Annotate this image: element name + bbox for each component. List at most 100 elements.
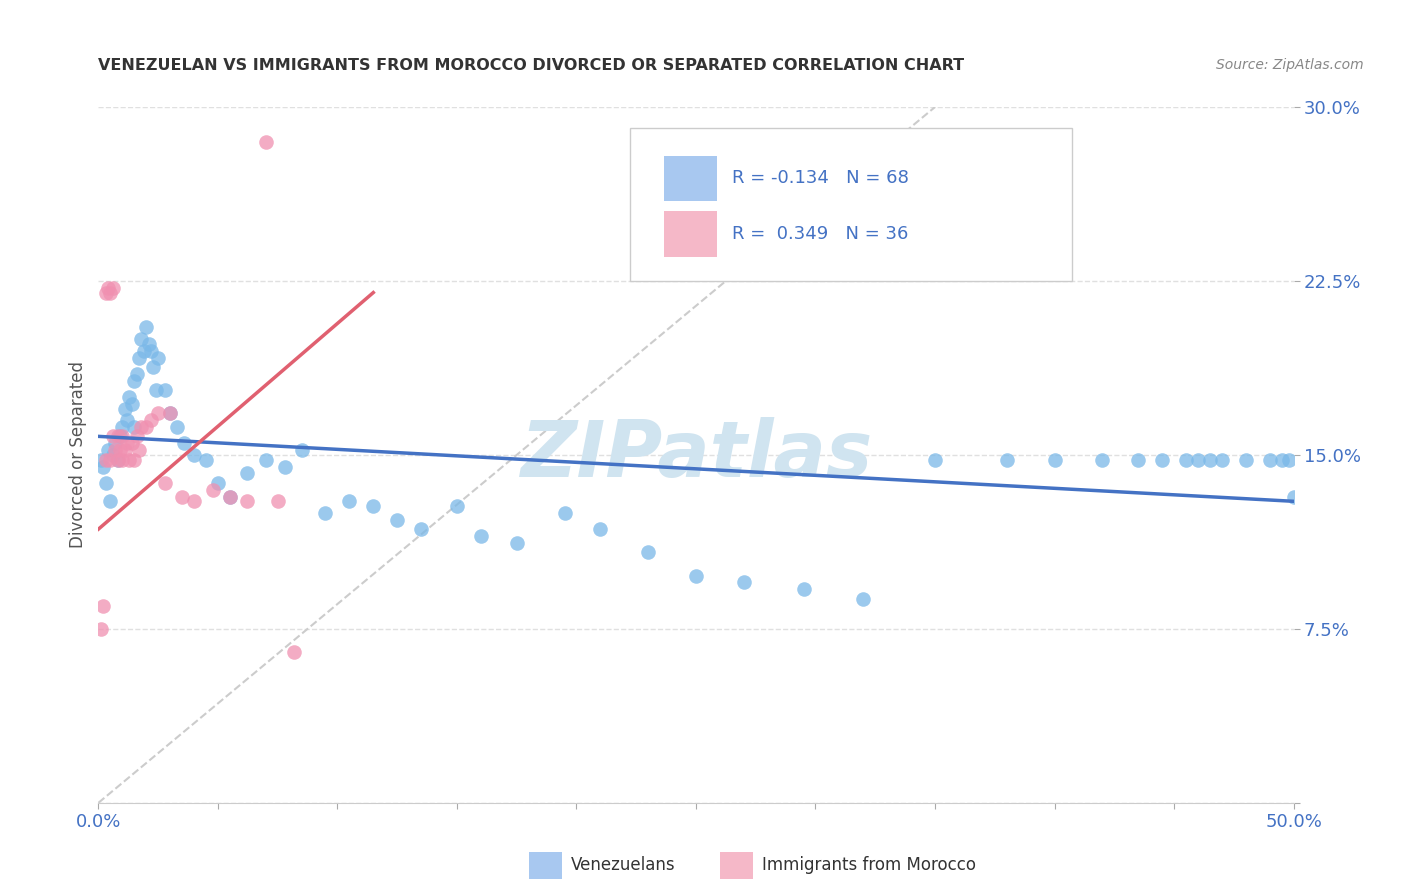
Point [274,459,297,474]
Point [115,436,138,450]
Point [554,506,576,520]
Point [124,374,146,388]
Point [94,452,117,467]
Point [202,483,225,497]
Point [733,575,755,590]
Point [101,429,124,443]
Point [128,443,150,458]
Point [94,475,117,490]
Point [145,383,167,397]
Point [685,568,707,582]
Point [267,494,290,508]
Point [337,494,360,508]
Text: Source: ZipAtlas.com: Source: ZipAtlas.com [1216,58,1364,72]
Point [159,406,181,420]
Point [183,494,205,508]
Point [194,452,217,467]
Point [793,582,815,597]
Point [118,390,141,404]
Point [290,443,312,458]
Point [1282,490,1305,504]
Point [90,622,112,636]
Point [118,452,141,467]
Y-axis label: Divorced or Separated: Divorced or Separated [69,361,87,549]
Point [135,320,157,334]
Point [104,436,127,450]
Point [98,494,122,508]
Point [97,443,120,458]
Text: R =  0.349   N = 36: R = 0.349 N = 36 [733,225,908,243]
Point [219,490,242,504]
Point [98,285,122,300]
Point [91,459,114,474]
Point [132,343,155,358]
Point [172,490,194,504]
Point [589,522,612,536]
Point [235,467,257,481]
Bar [664,156,717,201]
Point [852,591,875,606]
Point [114,401,136,416]
Point [131,332,153,346]
Point [283,645,305,659]
Point [107,429,129,443]
Point [1211,452,1233,467]
Point [139,343,162,358]
Bar [720,852,754,880]
Point [219,490,242,504]
Point [121,436,143,450]
Point [411,522,433,536]
Point [107,452,129,467]
Point [1091,452,1114,467]
Bar [529,852,562,880]
Point [1278,452,1301,467]
Point [115,413,138,427]
Point [98,452,122,467]
Point [155,383,177,397]
Point [111,452,134,467]
Point [97,281,120,295]
Point [1128,452,1150,467]
Point [142,359,165,374]
Point [131,420,153,434]
Point [1198,452,1220,467]
Point [138,336,160,351]
Point [148,351,170,365]
Point [90,452,112,467]
Point [125,429,148,443]
Point [506,536,529,550]
Point [91,599,114,613]
Point [1175,452,1198,467]
Point [148,406,170,420]
Point [155,475,177,490]
Text: VENEZUELAN VS IMMIGRANTS FROM MOROCCO DIVORCED OR SEPARATED CORRELATION CHART: VENEZUELAN VS IMMIGRANTS FROM MOROCCO DI… [98,58,965,73]
Point [124,452,146,467]
Point [94,285,117,300]
Point [470,529,492,543]
Point [104,443,127,458]
Point [254,452,277,467]
Point [315,506,337,520]
Point [111,429,134,443]
Point [1187,452,1209,467]
Point [159,406,181,420]
Text: Immigrants from Morocco: Immigrants from Morocco [762,856,976,874]
Point [637,545,659,559]
Point [446,499,468,513]
Text: R = -0.134   N = 68: R = -0.134 N = 68 [733,169,908,187]
Point [1043,452,1066,467]
Point [363,499,385,513]
Point [121,397,143,411]
FancyBboxPatch shape [630,128,1073,281]
Bar [664,211,717,257]
Point [135,420,157,434]
Point [125,367,148,381]
Point [124,420,146,434]
Point [1150,452,1173,467]
Point [114,443,136,458]
Point [101,448,124,462]
Text: ZIPatlas: ZIPatlas [520,417,872,493]
Point [111,420,134,434]
Point [235,494,257,508]
Point [183,448,205,462]
